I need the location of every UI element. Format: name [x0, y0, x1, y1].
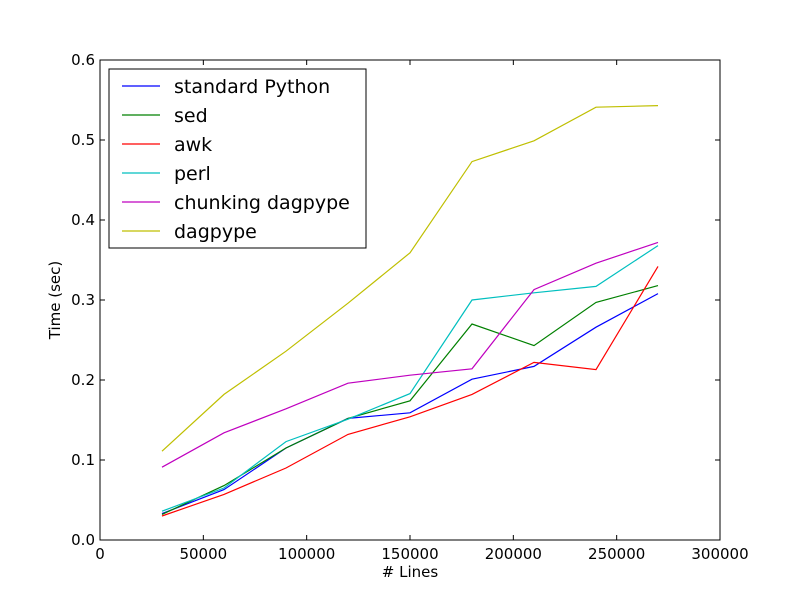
x-tick-label: 50000: [179, 545, 227, 563]
series-line-0: [161, 293, 659, 515]
series-line-5: [161, 105, 659, 452]
series-line-3: [161, 245, 659, 512]
x-tick-label: 150000: [381, 545, 438, 563]
y-tick-label: 0.1: [71, 451, 95, 469]
x-tick-label: 250000: [588, 545, 645, 563]
x-tick-label: 0: [95, 545, 105, 563]
series-line-2: [161, 266, 659, 517]
series-line-4: [161, 241, 659, 468]
y-axis-title: Time (sec): [46, 261, 64, 340]
series-layer: [161, 105, 659, 517]
y-tick-label: 0.5: [71, 131, 95, 149]
x-tick-label: 100000: [278, 545, 335, 563]
legend-label: awk: [174, 134, 212, 156]
y-tick-label: 0.2: [71, 371, 95, 389]
tick-layer: [99, 59, 721, 541]
legend-label: dagpype: [174, 221, 257, 243]
x-tick-label: 300000: [691, 545, 748, 563]
x-axis-title: # Lines: [382, 563, 439, 581]
y-tick-label: 0.3: [71, 291, 95, 309]
y-tick-label: 0.6: [71, 51, 95, 69]
legend-box: [108, 68, 367, 249]
x-tick-label: 200000: [485, 545, 542, 563]
legend: standard Python sed awk perl chunking dagpyp…: [108, 68, 367, 249]
y-tick-label: 0.0: [71, 531, 95, 549]
tick-label-layer: 0 50000 100000 150000 200000 250000 300000 0.0 0…: [71, 51, 748, 563]
legend-label: sed: [174, 105, 208, 127]
legend-label: perl: [174, 163, 211, 185]
legend-label: standard Python: [174, 76, 330, 98]
y-tick-label: 0.4: [71, 211, 95, 229]
legend-label: chunking dagpype: [174, 192, 350, 214]
